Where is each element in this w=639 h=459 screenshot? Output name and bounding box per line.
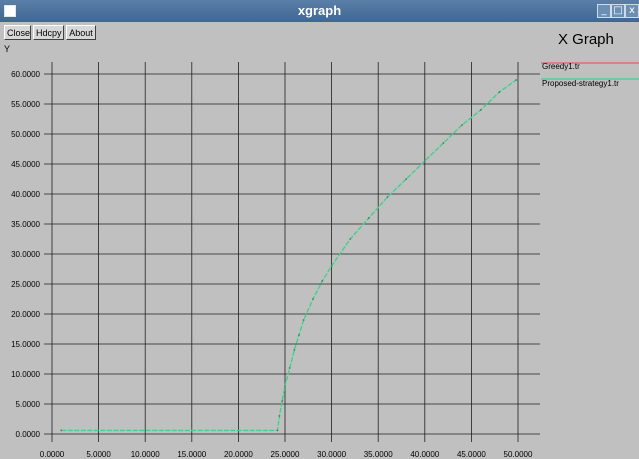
graph-title: X Graph [558, 31, 614, 48]
minimize-icon[interactable]: _ [597, 4, 611, 18]
y-tick-label: 55.0000 [11, 100, 40, 109]
series-point [278, 415, 281, 417]
x-tick-label: 30.0000 [317, 450, 346, 459]
series-point [321, 280, 324, 282]
series-point [367, 217, 370, 219]
y-tick-label: 15.0000 [11, 340, 40, 349]
x-tick-label: 35.0000 [364, 450, 393, 459]
hdcpy-button[interactable]: Hdcpy [33, 25, 64, 40]
legend-label-proposed: Proposed-strategy1.tr [542, 79, 619, 88]
y-tick-label: 40.0000 [11, 190, 40, 199]
x-tick-label: 25.0000 [271, 450, 300, 459]
series-point [293, 349, 296, 351]
y-tick-label: 45.0000 [11, 160, 40, 169]
close-window-icon[interactable]: x [625, 4, 639, 18]
y-tick-label: 0.0000 [16, 430, 41, 439]
x-tick-label: 10.0000 [131, 450, 160, 459]
series-point [461, 124, 463, 126]
series-point [284, 385, 286, 387]
y-tick-label: 10.0000 [11, 370, 40, 379]
series-point [60, 429, 63, 432]
x-tick-label: 15.0000 [177, 450, 206, 459]
series-point [276, 429, 279, 432]
close-button[interactable]: Close [4, 25, 31, 40]
series-point [281, 400, 284, 402]
series-point [288, 367, 291, 369]
series-line-1 [61, 79, 517, 432]
series-point [498, 91, 501, 93]
x-tick-label: 50.0000 [504, 450, 533, 459]
x-tick-label: 5.0000 [86, 450, 111, 459]
y-tick-label: 35.0000 [11, 220, 40, 229]
about-button[interactable]: About [66, 25, 96, 40]
x-tick-label: 40.0000 [410, 450, 439, 459]
maximize-icon[interactable]: □ [611, 4, 625, 18]
x-tick-label: 0.0000 [40, 450, 65, 459]
series-point [386, 196, 389, 198]
series-point [405, 178, 408, 180]
y-tick-label: 50.0000 [11, 130, 40, 139]
series-point [442, 142, 445, 144]
y-tick-label: 30.0000 [11, 250, 40, 259]
series-point [423, 160, 426, 162]
series-point [330, 265, 333, 267]
title-bar[interactable]: xgraph _ □ x [0, 0, 639, 22]
y-tick-label: 25.0000 [11, 280, 40, 289]
series-point [515, 79, 518, 81]
y-tick-label: 60.0000 [11, 70, 40, 79]
series-point [302, 319, 305, 321]
legend-label-greedy: Greedy1.tr [542, 62, 580, 71]
window-title: xgraph [297, 3, 342, 18]
y-axis-label: Y [4, 44, 11, 54]
window-menu-icon[interactable] [4, 5, 16, 17]
x-tick-label: 20.0000 [224, 450, 253, 459]
series-point [312, 298, 314, 300]
y-tick-label: 5.0000 [16, 400, 41, 409]
series-point [349, 238, 352, 240]
y-tick-label: 20.0000 [11, 310, 40, 319]
x-tick-label: 45.0000 [457, 450, 486, 459]
series-point [479, 109, 482, 111]
series-point [298, 334, 300, 336]
